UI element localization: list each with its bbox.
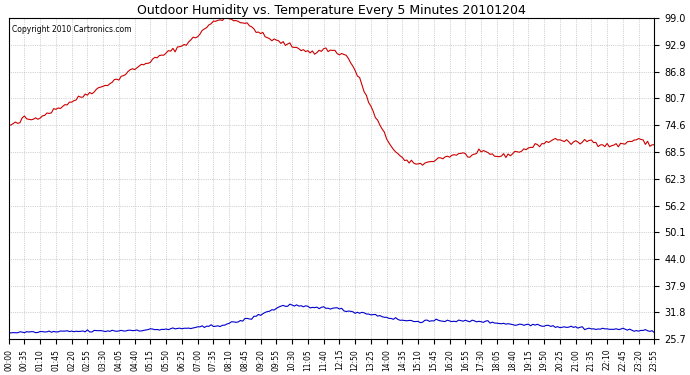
Title: Outdoor Humidity vs. Temperature Every 5 Minutes 20101204: Outdoor Humidity vs. Temperature Every 5…	[137, 4, 526, 17]
Text: Copyright 2010 Cartronics.com: Copyright 2010 Cartronics.com	[12, 25, 131, 34]
